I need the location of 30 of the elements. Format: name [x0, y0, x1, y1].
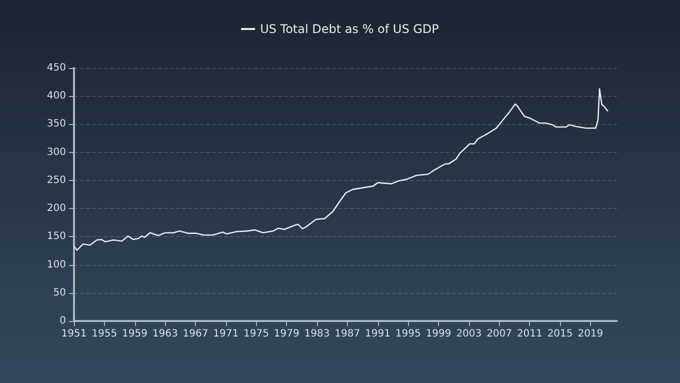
x-tick-label: 1983	[304, 328, 330, 340]
x-tick-label: 2003	[456, 328, 482, 340]
line-series	[73, 88, 609, 251]
y-tick-label: 150	[46, 231, 66, 242]
y-tick-label: 350	[46, 118, 66, 130]
y-tick-label: 400	[46, 90, 66, 102]
x-tick-label: 2015	[547, 328, 573, 340]
x-tick-label: 1975	[244, 328, 269, 340]
x-tick-label: 2007	[486, 328, 512, 340]
x-tick-label: 1979	[274, 328, 300, 340]
y-tick-label: 100	[46, 259, 66, 270]
x-tick-label: 1995	[395, 328, 421, 340]
x-tick-label: 1963	[152, 328, 178, 340]
x-tick-label: 1967	[182, 328, 208, 340]
y-tick-label: 300	[46, 146, 66, 158]
legend-label: US Total Debt as % of US GDP	[260, 22, 439, 36]
x-tick-label: 1971	[213, 328, 239, 340]
x-tick-label: 1991	[365, 328, 391, 340]
x-tick-label: 1987	[334, 328, 360, 340]
x-tick-label: 2011	[516, 328, 542, 340]
x-tick-label: 1999	[426, 328, 452, 340]
y-tick-label: 0	[60, 316, 66, 326]
y-tick-label: 450	[46, 62, 66, 74]
x-tick-label: 1951	[61, 328, 87, 340]
x-tick-label: 1959	[122, 328, 148, 340]
y-tick-label: 200	[46, 203, 66, 214]
y-tick-label: 250	[46, 174, 66, 186]
y-tick-label: 50	[53, 287, 66, 298]
x-tick-label: 1955	[92, 328, 118, 340]
x-tick-label: 2019	[578, 328, 604, 340]
